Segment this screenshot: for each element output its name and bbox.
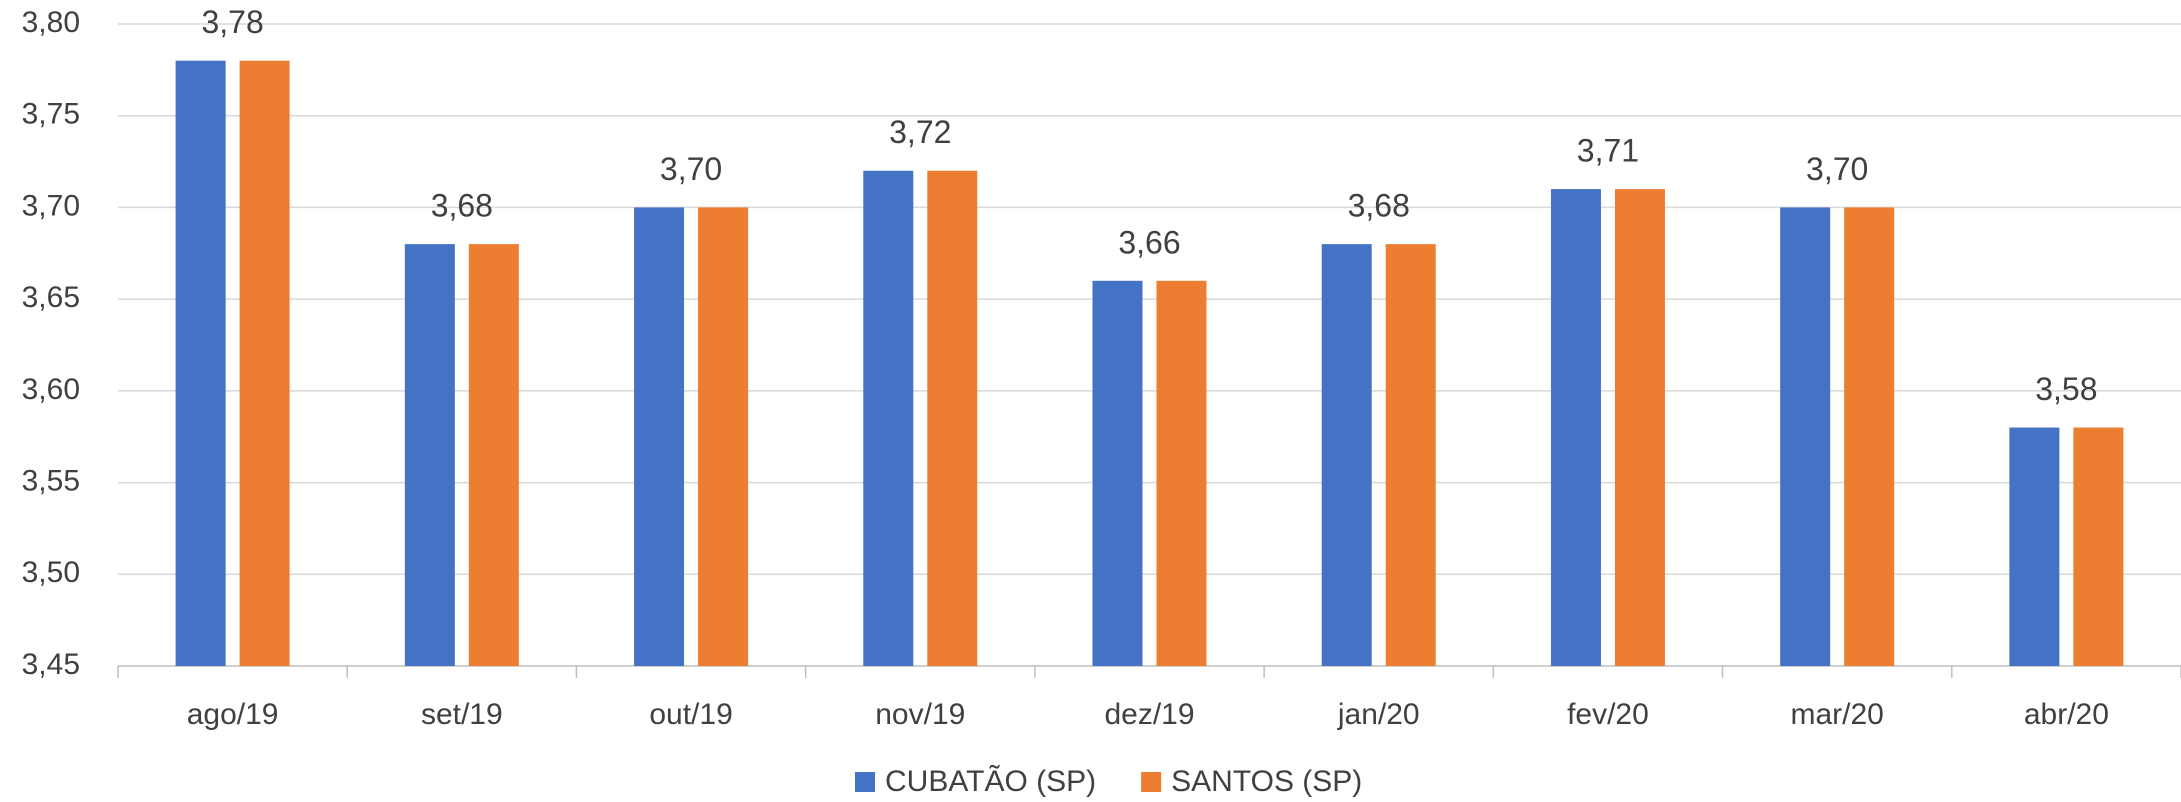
data-label: 3,68 [1348, 188, 1410, 224]
x-tick-label: set/19 [421, 698, 503, 731]
bar [2073, 427, 2124, 666]
legend-label: CUBATÃO (SP) [885, 764, 1096, 798]
x-tick-label: jan/20 [1337, 698, 1420, 731]
bar [634, 207, 685, 666]
data-label: 3,68 [431, 188, 493, 224]
data-label: 3,66 [1118, 224, 1180, 260]
bar [1156, 280, 1207, 666]
bar [1780, 207, 1831, 666]
bar [1321, 244, 1372, 666]
bar [1844, 207, 1895, 666]
y-tick-label: 3,60 [22, 373, 80, 406]
y-tick-label: 3,70 [22, 189, 80, 222]
legend-swatch [855, 772, 875, 792]
bar [468, 244, 519, 666]
y-tick-label: 3,45 [22, 648, 80, 681]
bar [175, 60, 226, 666]
bar [698, 207, 749, 666]
y-tick-label: 3,55 [22, 464, 80, 497]
bar [1614, 189, 1665, 667]
data-label: 3,70 [1806, 151, 1868, 187]
legend-swatch [1141, 772, 1162, 792]
data-label: 3,78 [201, 4, 263, 40]
y-tick-label: 3,65 [22, 281, 80, 314]
data-label: 3,72 [889, 114, 951, 150]
bar [1385, 244, 1436, 666]
bar [2009, 427, 2060, 666]
bar [239, 60, 290, 666]
y-tick-label: 3,50 [22, 556, 80, 589]
data-label: 3,71 [1577, 133, 1639, 169]
x-tick-label: nov/19 [875, 698, 965, 731]
bar [404, 244, 455, 666]
x-tick-label: ago/19 [187, 698, 279, 731]
y-tick-label: 3,80 [22, 6, 80, 39]
x-tick-label: fev/20 [1567, 698, 1649, 731]
data-label: 3,70 [660, 151, 722, 187]
bar [1092, 280, 1143, 666]
x-tick-label: dez/19 [1104, 698, 1194, 731]
bar [1550, 189, 1601, 667]
bar [863, 170, 914, 666]
x-tick-label: abr/20 [2024, 698, 2109, 731]
data-label: 3,58 [2035, 371, 2097, 407]
legend-label: SANTOS (SP) [1171, 765, 1362, 798]
x-tick-label: mar/20 [1790, 698, 1883, 731]
x-tick-label: out/19 [649, 698, 732, 731]
bar [927, 170, 978, 666]
y-tick-label: 3,75 [22, 98, 80, 131]
